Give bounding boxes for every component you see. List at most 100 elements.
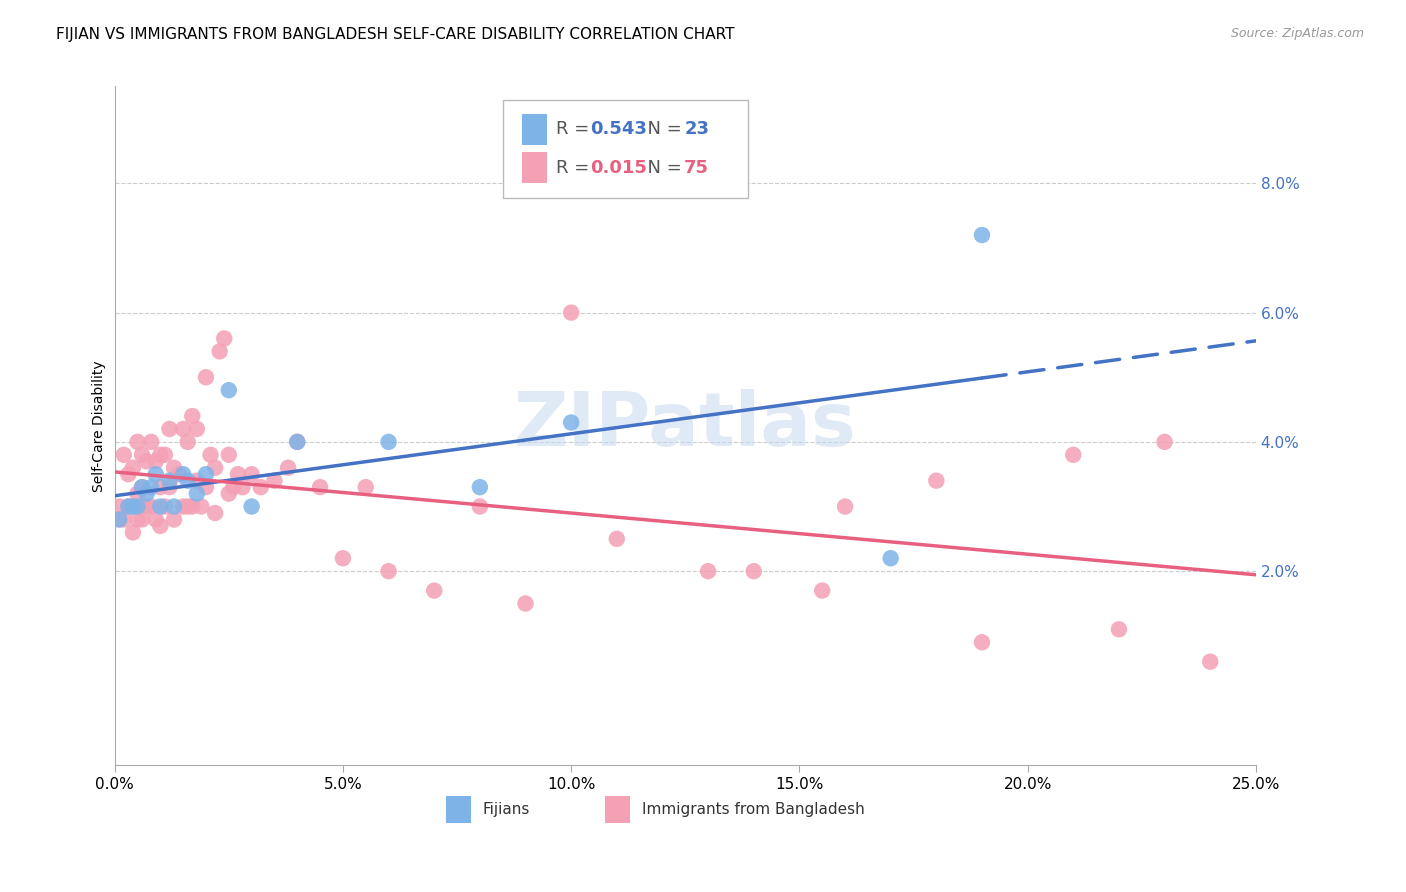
Text: 75: 75	[685, 159, 709, 177]
Point	[332, 551, 354, 566]
Point	[108, 512, 131, 526]
Point	[240, 500, 263, 514]
Point	[354, 480, 377, 494]
Point	[131, 480, 153, 494]
Point	[515, 597, 537, 611]
Point	[159, 480, 181, 494]
Point	[186, 486, 208, 500]
Text: Source: ZipAtlas.com: Source: ZipAtlas.com	[1230, 27, 1364, 40]
Point	[149, 448, 172, 462]
Point	[194, 370, 217, 384]
Point	[131, 480, 153, 494]
Text: N =: N =	[636, 120, 688, 138]
Point	[423, 583, 446, 598]
Point	[153, 500, 176, 514]
Point	[141, 434, 163, 449]
Point	[190, 500, 212, 514]
Point	[226, 467, 249, 482]
Point	[285, 434, 308, 449]
Point	[176, 434, 198, 449]
Point	[117, 500, 139, 514]
Text: 23: 23	[685, 120, 709, 138]
Point	[145, 512, 167, 526]
Point	[204, 506, 226, 520]
Point	[1062, 448, 1084, 462]
Point	[167, 467, 190, 482]
Y-axis label: Self-Care Disability: Self-Care Disability	[93, 359, 107, 491]
Point	[925, 474, 948, 488]
Point	[212, 331, 235, 345]
Point	[468, 480, 491, 494]
Point	[181, 409, 204, 423]
Point	[149, 480, 172, 494]
Point	[135, 486, 157, 500]
Point	[377, 434, 399, 449]
Point	[135, 500, 157, 514]
Point	[208, 344, 231, 359]
Point	[1108, 623, 1130, 637]
Text: Fijians: Fijians	[482, 802, 530, 817]
Point	[163, 500, 186, 514]
Point	[117, 500, 139, 514]
Point	[204, 460, 226, 475]
Point	[153, 448, 176, 462]
Point	[194, 467, 217, 482]
Point	[249, 480, 271, 494]
Point	[240, 467, 263, 482]
FancyBboxPatch shape	[606, 796, 630, 822]
Text: Immigrants from Bangladesh: Immigrants from Bangladesh	[643, 802, 865, 817]
Point	[172, 500, 194, 514]
Point	[108, 500, 131, 514]
Point	[131, 448, 153, 462]
Point	[742, 564, 765, 578]
Point	[131, 512, 153, 526]
Point	[122, 500, 145, 514]
Point	[186, 422, 208, 436]
Point	[1199, 655, 1222, 669]
Point	[181, 500, 204, 514]
Point	[141, 500, 163, 514]
Text: R =: R =	[557, 120, 595, 138]
Point	[970, 227, 993, 242]
Point	[200, 448, 222, 462]
Point	[117, 467, 139, 482]
Point	[1153, 434, 1175, 449]
Point	[163, 512, 186, 526]
Text: FIJIAN VS IMMIGRANTS FROM BANGLADESH SELF-CARE DISABILITY CORRELATION CHART: FIJIAN VS IMMIGRANTS FROM BANGLADESH SEL…	[56, 27, 735, 42]
Text: 0.543: 0.543	[591, 120, 647, 138]
Point	[108, 512, 131, 526]
Point	[309, 480, 332, 494]
Point	[277, 460, 299, 475]
Point	[231, 480, 253, 494]
Point	[172, 422, 194, 436]
Point	[149, 519, 172, 533]
FancyBboxPatch shape	[522, 153, 547, 184]
Point	[697, 564, 720, 578]
FancyBboxPatch shape	[503, 100, 748, 198]
Point	[218, 383, 240, 397]
Point	[263, 474, 285, 488]
Point	[127, 500, 149, 514]
Point	[145, 454, 167, 468]
Text: ZIPatlas: ZIPatlas	[515, 389, 856, 462]
Point	[194, 480, 217, 494]
Point	[127, 512, 149, 526]
Point	[186, 474, 208, 488]
Point	[560, 305, 582, 319]
Point	[879, 551, 901, 566]
Point	[560, 416, 582, 430]
Text: N =: N =	[636, 159, 688, 177]
Point	[176, 474, 198, 488]
Point	[145, 467, 167, 482]
Point	[122, 460, 145, 475]
Point	[122, 525, 145, 540]
Point	[218, 448, 240, 462]
Point	[222, 480, 245, 494]
Point	[218, 486, 240, 500]
Point	[163, 460, 186, 475]
Text: 0.015: 0.015	[591, 159, 647, 177]
Point	[159, 422, 181, 436]
Point	[112, 512, 135, 526]
Text: R =: R =	[557, 159, 595, 177]
Point	[127, 434, 149, 449]
